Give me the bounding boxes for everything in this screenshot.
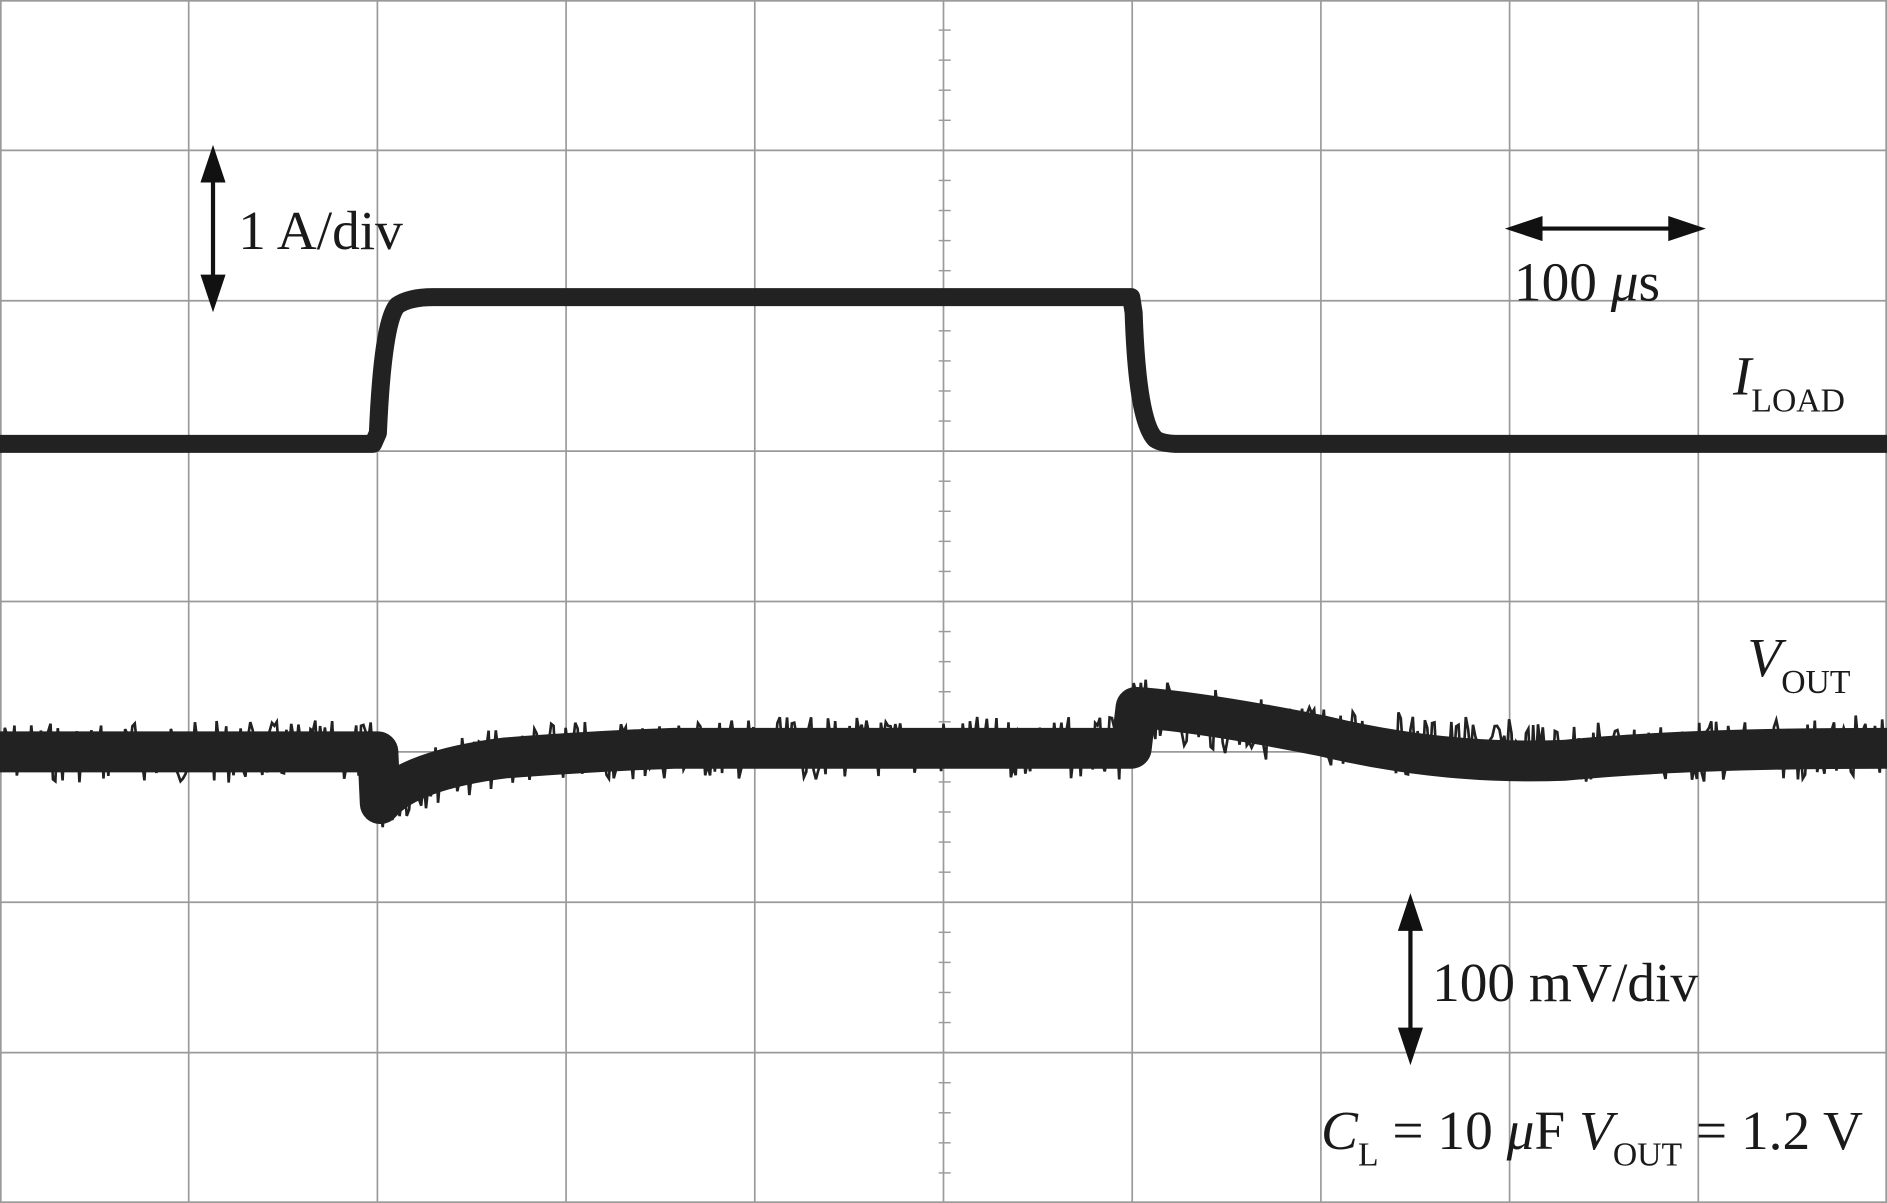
vout-symbol: V: [1747, 627, 1787, 688]
arrow-head: [1397, 1027, 1423, 1066]
arrow-head: [1504, 216, 1543, 242]
iload-trace: [0, 288, 1887, 453]
c-symbol: C: [1321, 1100, 1359, 1161]
c-subscript: L: [1358, 1137, 1379, 1174]
conditions-label: CL = 10 μF VOUT = 1.2 V: [1321, 1100, 1863, 1174]
arrow-head: [1397, 893, 1423, 931]
iload-label: ILOAD: [1732, 346, 1845, 420]
time-number: 100: [1514, 252, 1611, 313]
arrow-head: [200, 274, 226, 313]
arrow-head: [200, 144, 226, 183]
arrow-head: [1668, 216, 1706, 242]
time-scale-label: 100 μs: [1514, 252, 1660, 313]
c-mu: μ: [1506, 1100, 1535, 1161]
c-value: = 10: [1379, 1100, 1507, 1161]
vout-label: VOUT: [1747, 627, 1850, 701]
vout-band: [0, 686, 1887, 825]
iload-subscript: LOAD: [1751, 382, 1845, 419]
v-symbol: V: [1579, 1100, 1619, 1161]
time-mu: μ: [1610, 252, 1639, 313]
voltage-scale-label: 100 mV/div: [1432, 952, 1698, 1013]
v-value: = 1.2 V: [1682, 1100, 1863, 1161]
arrows: [200, 144, 1706, 1066]
c-unit: F: [1534, 1100, 1579, 1161]
time-unit: s: [1639, 252, 1661, 313]
iload-symbol: I: [1732, 346, 1754, 407]
v-subscript: OUT: [1613, 1137, 1683, 1174]
vout-subscript: OUT: [1781, 664, 1851, 701]
current-scale-label: 1 A/div: [238, 200, 403, 261]
